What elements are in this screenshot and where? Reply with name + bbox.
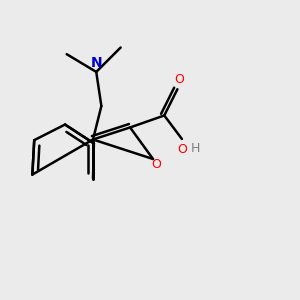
Text: H: H: [190, 142, 200, 155]
Text: O: O: [152, 158, 162, 171]
Text: O: O: [178, 142, 188, 155]
Text: N: N: [90, 56, 102, 70]
Text: O: O: [174, 73, 184, 86]
